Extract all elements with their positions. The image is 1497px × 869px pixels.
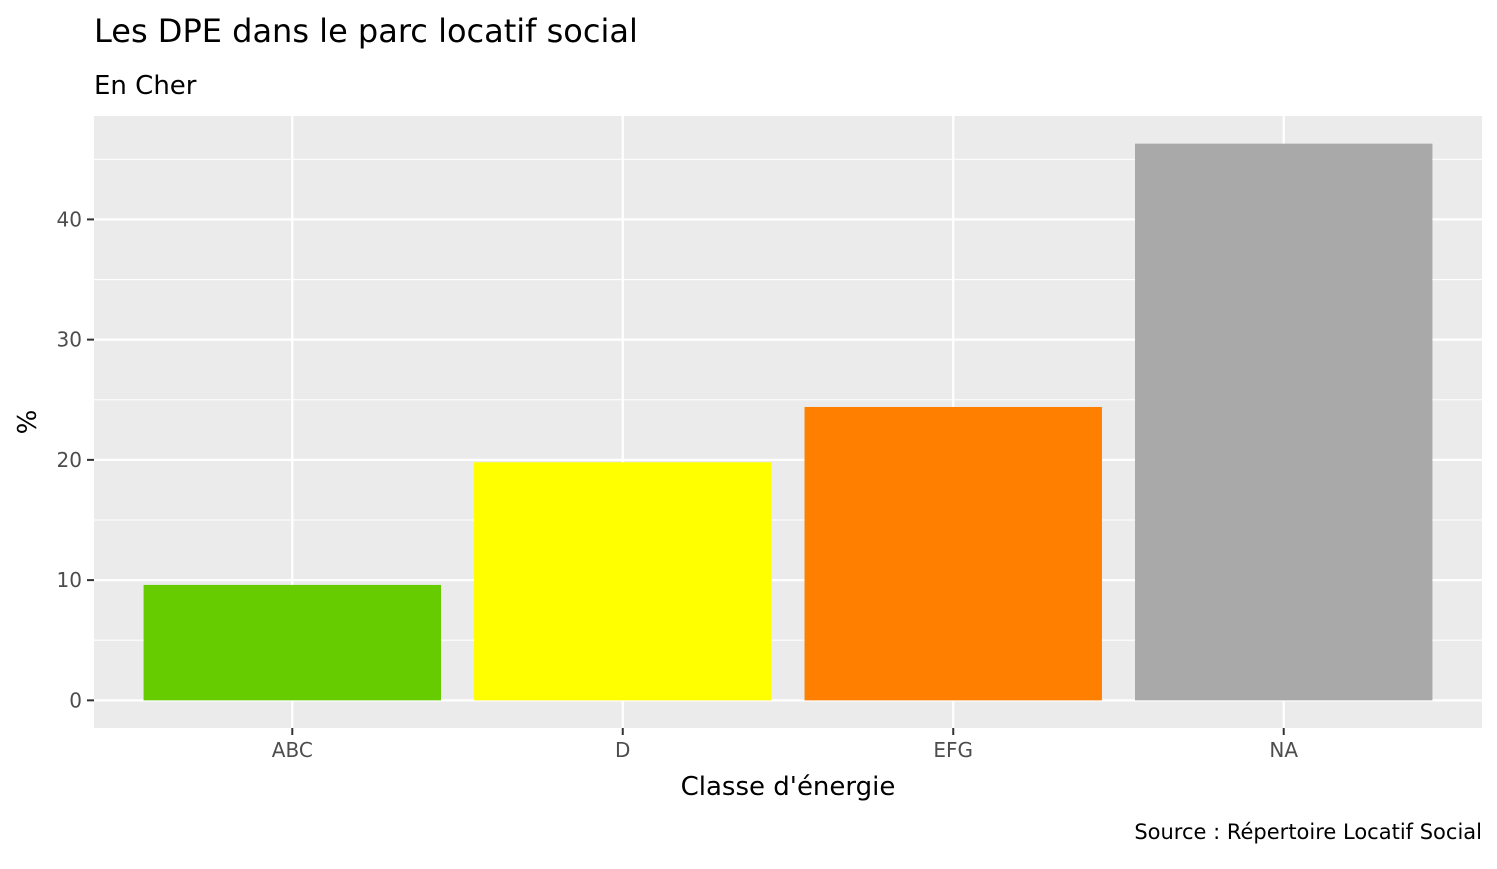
bar-d (474, 462, 772, 701)
bar-abc (143, 584, 442, 701)
bar-efg (804, 406, 1102, 701)
y-tick-label: 10 (57, 568, 82, 592)
y-axis: 0 10 20 30 40 (57, 207, 94, 712)
y-tick-label: 40 (57, 207, 82, 231)
chart-title: Les DPE dans le parc locatif social (94, 12, 638, 50)
y-tick-label: 30 (57, 328, 82, 352)
bars (143, 143, 1433, 701)
y-tick-label: 0 (69, 688, 82, 712)
y-tick-label: 20 (57, 448, 82, 472)
x-tick-label: ABC (272, 738, 313, 762)
chart-caption: Source : Répertoire Locatif Social (1134, 820, 1482, 844)
y-axis-title: % (13, 410, 43, 435)
x-tick-label: NA (1269, 738, 1298, 762)
x-tick-label: D (615, 738, 630, 762)
chart-subtitle: En Cher (94, 71, 197, 101)
x-tick-label: EFG (933, 738, 973, 762)
x-axis: ABC D EFG NA (272, 728, 1298, 762)
bar-na (1135, 143, 1433, 701)
x-axis-title: Classe d'énergie (681, 772, 896, 802)
